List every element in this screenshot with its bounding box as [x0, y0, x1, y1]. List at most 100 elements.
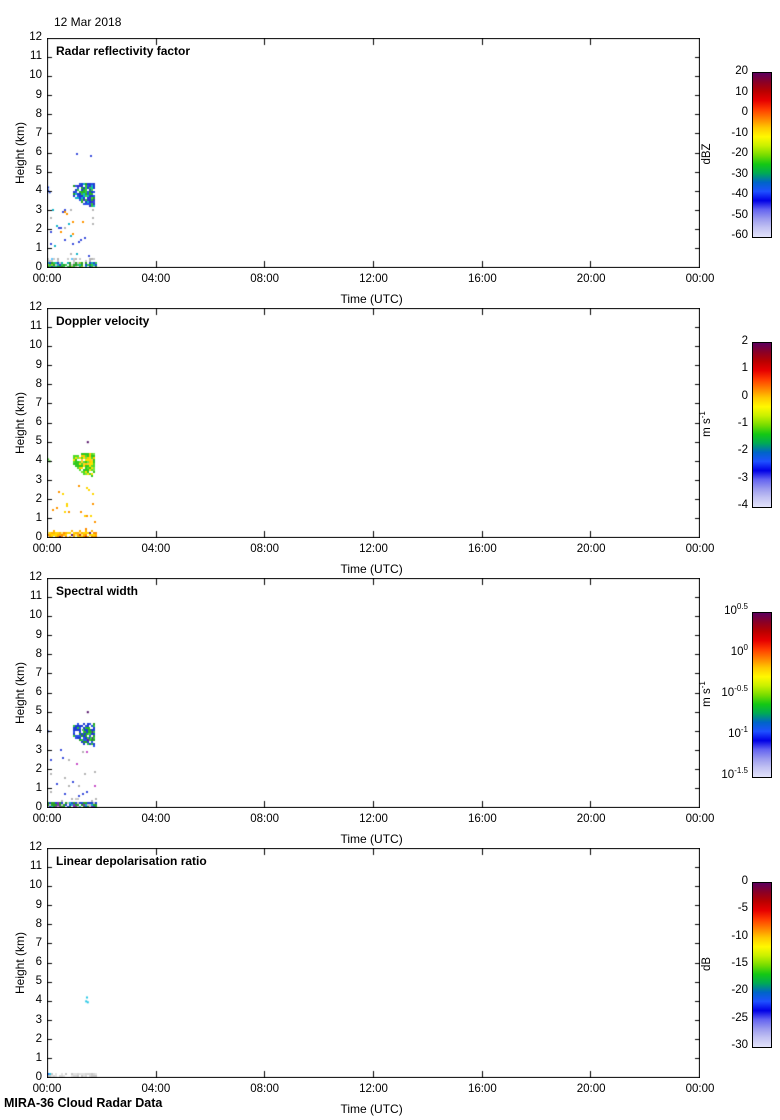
y-tick-label: 0	[35, 1071, 42, 1083]
y-tick-label: 1	[35, 241, 42, 254]
y-tick-label: 1	[35, 1051, 42, 1064]
colorbar-tick-label: -5	[737, 902, 748, 915]
x-axis-label: Time (UTC)	[340, 1102, 403, 1116]
y-tick-label: 4	[35, 724, 42, 737]
y-tick-label: 9	[35, 628, 42, 641]
y-tick-label: 5	[35, 705, 42, 718]
x-axis-label: Time (UTC)	[340, 292, 403, 306]
colorbar-tick-label: -3	[737, 471, 748, 484]
x-tick-label: 16:00	[467, 1083, 497, 1095]
y-tick-label: 0	[35, 801, 42, 813]
colorbar-tick-label: -20	[731, 147, 748, 159]
y-tick-label: 5	[35, 165, 42, 178]
colorbar-unit-label: m s-1	[698, 681, 713, 707]
colorbar-tick-label: 0	[741, 106, 748, 118]
x-tick-label: 12:00	[359, 543, 388, 555]
colorbar-tick-label: 10-0.5	[721, 684, 748, 699]
y-tick-label: 7	[35, 936, 42, 949]
y-tick-label: 3	[35, 203, 42, 216]
colorbar-tick-label: 0	[741, 875, 748, 887]
y-tick-label: 9	[35, 898, 42, 911]
x-tick-label: 00:00	[685, 813, 715, 825]
x-tick-label: 12:00	[359, 273, 388, 285]
y-tick-label: 8	[35, 377, 42, 390]
y-tick-label: 6	[35, 956, 42, 968]
x-tick-label: 16:00	[467, 813, 497, 825]
x-tick-label: 00:00	[32, 813, 62, 825]
y-tick-label: 3	[35, 1013, 42, 1026]
x-tick-label: 20:00	[576, 813, 606, 825]
y-tick-label: 3	[35, 743, 42, 756]
colorbar	[752, 342, 772, 508]
y-tick-label: 4	[35, 994, 42, 1007]
y-tick-label: 10	[29, 69, 42, 82]
y-tick-label: 2	[35, 222, 42, 235]
y-tick-label: 1	[35, 511, 42, 524]
x-tick-label: 00:00	[685, 273, 715, 285]
x-tick-label: 08:00	[250, 543, 280, 555]
colorbar-tick-label: 10-1.5	[721, 766, 748, 781]
colorbar-unit-label: dBZ	[701, 143, 713, 165]
panel-title: Doppler velocity	[56, 314, 150, 328]
plot-canvas	[47, 308, 700, 538]
x-tick-label: 04:00	[141, 273, 171, 285]
y-tick-label: 5	[35, 435, 42, 448]
y-tick-label: 6	[35, 416, 42, 428]
x-tick-label: 12:00	[359, 1083, 388, 1095]
y-tick-label: 2	[35, 1032, 42, 1045]
footer-label: MIRA-36 Cloud Radar Data	[4, 1096, 163, 1110]
y-tick-label: 6	[35, 686, 42, 698]
y-tick-label: 10	[29, 339, 42, 352]
plot-canvas	[47, 38, 700, 268]
y-tick-label: 11	[30, 50, 42, 63]
date-label: 12 Mar 2018	[54, 15, 122, 29]
colorbar-tick-label: -20	[731, 984, 748, 997]
plot-canvas	[47, 848, 700, 1078]
plot-canvas	[47, 578, 700, 808]
y-axis-label: Height (km)	[13, 932, 27, 995]
colorbar-tick-label: -1	[737, 417, 748, 429]
colorbar-unit-label: dB	[701, 956, 713, 972]
x-tick-label: 08:00	[250, 1083, 280, 1095]
colorbar-tick-label: -2	[737, 444, 748, 457]
y-tick-label: 4	[35, 454, 42, 467]
colorbar-tick-label: -25	[731, 1011, 748, 1024]
x-tick-label: 08:00	[250, 273, 280, 285]
y-tick-label: 10	[29, 609, 42, 622]
colorbar-tick-label: -15	[731, 957, 748, 969]
colorbar-tick-label: 1	[741, 362, 748, 375]
x-tick-label: 00:00	[32, 1083, 62, 1095]
panel-title: Radar reflectivity factor	[56, 44, 191, 58]
y-axis-label: Height (km)	[13, 662, 27, 725]
colorbar-tick-label: -60	[731, 229, 748, 241]
y-tick-label: 12	[29, 301, 42, 313]
y-tick-label: 7	[35, 126, 42, 139]
colorbar-tick-label: 100	[730, 643, 748, 658]
x-tick-label: 00:00	[32, 543, 62, 555]
colorbar-tick-label: 0	[741, 389, 748, 402]
colorbar-tick-label: -30	[731, 1039, 748, 1051]
y-tick-label: 2	[35, 762, 42, 775]
colorbar-tick-label: -30	[731, 167, 748, 180]
colorbar-tick-label: -50	[731, 208, 748, 221]
y-axis-label: Height (km)	[13, 122, 27, 185]
y-tick-label: 12	[29, 31, 42, 43]
y-tick-label: 8	[35, 917, 42, 930]
colorbar-unit-label: m s-1	[698, 411, 713, 437]
x-tick-label: 00:00	[685, 543, 715, 555]
x-tick-label: 04:00	[141, 813, 171, 825]
x-tick-label: 00:00	[32, 273, 62, 285]
x-tick-label: 20:00	[576, 543, 606, 555]
y-axis-label: Height (km)	[13, 392, 27, 455]
x-tick-label: 20:00	[576, 273, 606, 285]
y-tick-label: 11	[30, 590, 42, 603]
y-tick-label: 8	[35, 647, 42, 660]
y-tick-label: 5	[35, 975, 42, 988]
colorbar	[752, 72, 772, 238]
x-tick-label: 20:00	[576, 1083, 606, 1095]
y-tick-label: 12	[29, 571, 42, 583]
y-tick-label: 6	[35, 146, 42, 158]
x-tick-label: 12:00	[359, 813, 388, 825]
y-tick-label: 7	[35, 666, 42, 679]
